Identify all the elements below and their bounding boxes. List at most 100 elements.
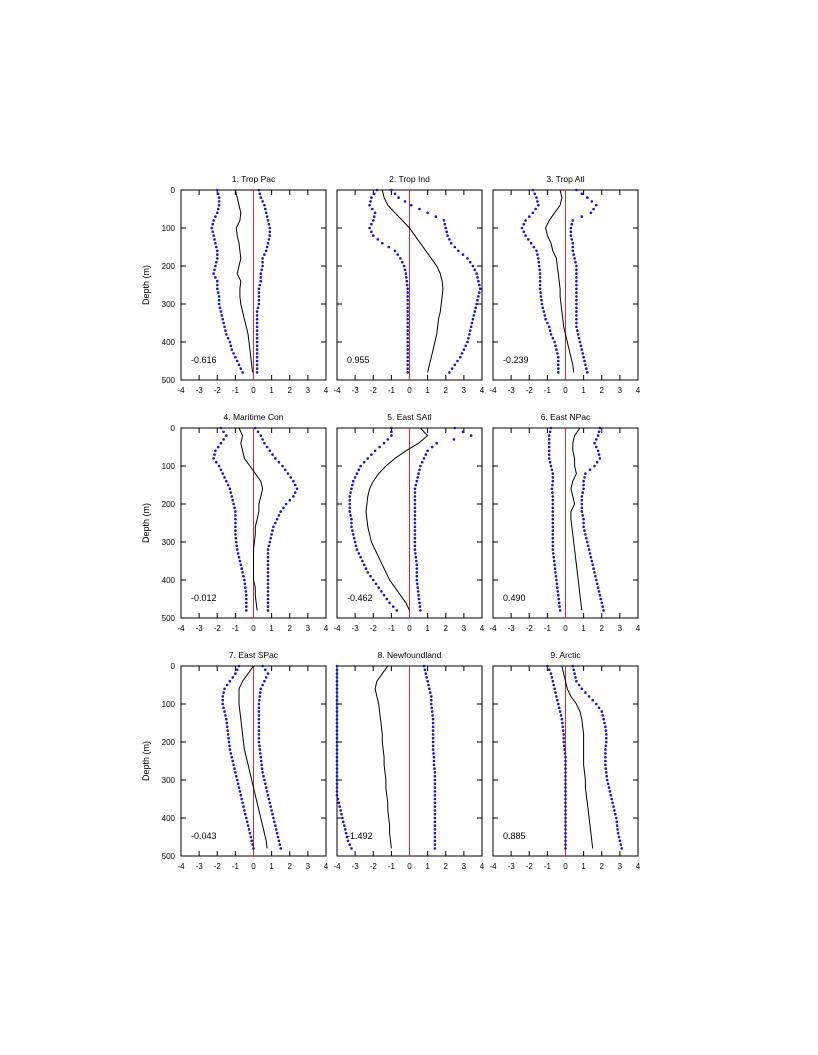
upper-bound-point (590, 200, 594, 203)
upper-bound-point (614, 812, 617, 816)
upper-bound-point (261, 664, 264, 668)
upper-bound-point (572, 668, 575, 672)
y-tick-label: 300 (162, 300, 176, 309)
upper-bound-point (431, 748, 435, 751)
upper-bound-point (259, 434, 263, 437)
lower-bound-point (219, 441, 223, 445)
upper-bound-point (448, 371, 451, 374)
upper-bound-point (270, 809, 273, 812)
lower-bound-point (551, 498, 555, 502)
lower-bound-point (235, 774, 238, 778)
lower-bound-point (349, 514, 352, 517)
x-tick-label: 3 (306, 862, 311, 871)
panel-2: 2. Trop Ind -4 -3 -2 -1 0 1 2 3 4 0.955 (333, 174, 484, 395)
upper-bound-point (595, 438, 598, 441)
lower-bound-point (335, 691, 339, 694)
upper-bound-point (261, 200, 264, 203)
upper-bound-point (403, 200, 407, 203)
lower-bound-point (247, 828, 251, 831)
y-tick-label: 200 (162, 738, 176, 747)
lower-bound-point (335, 702, 339, 706)
lower-bound-point (556, 586, 559, 589)
x-tick-label: 1 (581, 624, 586, 633)
lower-bound-point (214, 264, 217, 268)
lower-bound-point (213, 453, 216, 456)
lower-bound-point (382, 593, 386, 597)
x-tick-label: -3 (352, 862, 360, 871)
lower-bound-point (225, 683, 229, 687)
upper-bound-point (583, 359, 586, 363)
upper-bound-point (260, 763, 264, 767)
lower-bound-point (537, 203, 540, 207)
lower-bound-point (405, 283, 409, 287)
upper-bound-point (289, 476, 293, 479)
lower-bound-point (551, 491, 554, 494)
lower-bound-point (211, 230, 214, 234)
upper-bound-point (293, 491, 297, 494)
upper-bound-point (571, 241, 575, 245)
lower-bound-point (554, 574, 558, 578)
upper-bound-point (595, 445, 598, 449)
upper-bound-point (433, 797, 437, 801)
lower-bound-point (354, 544, 358, 548)
x-tick-label: -4 (177, 386, 185, 395)
upper-bound-point (587, 695, 591, 698)
upper-bound-point (257, 717, 261, 721)
lower-bound-point (535, 249, 538, 253)
x-tick-label: 4 (480, 624, 485, 633)
lower-bound-point (372, 234, 375, 237)
upper-bound-point (263, 679, 266, 683)
lower-bound-point (406, 352, 410, 355)
upper-bound-point (413, 548, 417, 551)
lower-bound-point (551, 502, 555, 506)
lower-bound-point (216, 287, 219, 291)
upper-bound-point (604, 752, 607, 755)
x-tick-label: 2 (288, 624, 293, 633)
lower-bound-point (547, 445, 551, 449)
panel-7: 7. East SPac -4 -3 -2 -1 0 1 2 3 4 0 100 200 300 400 50… (141, 650, 329, 871)
correlation-value: 0.885 (503, 831, 526, 841)
lower-bound-point (214, 276, 217, 279)
upper-bound-point (426, 449, 429, 453)
upper-bound-point (431, 736, 435, 740)
upper-bound-point (582, 483, 585, 487)
upper-bound-point (255, 371, 259, 374)
upper-bound-point (257, 721, 261, 725)
upper-bound-point (267, 222, 271, 226)
lower-bound-point (242, 574, 245, 578)
upper-bound-point (266, 563, 270, 567)
y-tick-label: 400 (162, 576, 176, 585)
lower-bound-point (553, 340, 556, 344)
upper-bound-point (575, 264, 578, 268)
lower-bound-point (237, 555, 241, 559)
x-tick-label: -3 (196, 862, 204, 871)
lower-bound-point (557, 363, 560, 367)
upper-bound-point (255, 344, 259, 348)
lower-bound-point (552, 555, 555, 559)
x-tick-label: 2 (600, 862, 605, 871)
lower-bound-point (234, 536, 238, 540)
lower-bound-point (335, 752, 339, 755)
upper-bound-point (415, 563, 419, 567)
panel-1: 1. Trop Pac -4 -3 -2 -1 0 1 2 3 4 0 100 200 300 400 500… (141, 174, 329, 395)
lower-bound-point (548, 460, 552, 464)
upper-bound-point (582, 517, 585, 521)
upper-bound-point (584, 363, 587, 367)
upper-bound-point (417, 472, 420, 475)
x-tick-label: 1 (425, 862, 430, 871)
upper-bound-point (415, 578, 419, 582)
lower-bound-point (243, 582, 247, 586)
upper-bound-point (271, 812, 274, 816)
lower-bound-point (214, 241, 217, 245)
lower-bound-point (564, 790, 567, 793)
lower-bound-point (549, 672, 553, 675)
lower-bound-point (564, 805, 567, 808)
lower-bound-point (555, 582, 559, 586)
lower-bound-point (216, 283, 219, 287)
upper-bound-point (459, 355, 462, 359)
upper-bound-point (255, 348, 259, 351)
correlation-value: 0.955 (347, 355, 370, 365)
lower-bound-point (546, 664, 549, 668)
lower-bound-point (547, 438, 551, 441)
lower-bound-point (335, 729, 339, 732)
